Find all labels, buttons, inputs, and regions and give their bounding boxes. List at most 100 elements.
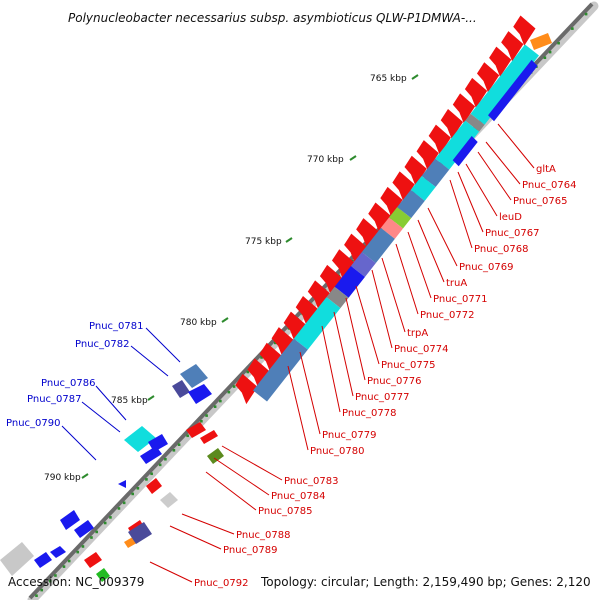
scale-dot [103,521,107,525]
gene-label: Pnuc_0786 [41,378,95,389]
scale-dot [67,559,71,563]
leader-line [287,365,309,451]
scale-dot [76,550,80,554]
gene-arrow [295,296,318,327]
gene-label: Pnuc_0772 [420,310,474,321]
leader-line [485,141,521,185]
gene-arrow [350,252,376,277]
gene-arrow [428,124,451,155]
gene-arrow [421,158,450,187]
gene-label: leuD [499,212,522,223]
leader-line [371,269,393,349]
gene-arrow [452,136,478,167]
scale-label-780: 780 kbp [180,318,217,328]
gene-arrow [489,46,512,77]
scale-dot [95,530,98,534]
accession-text: Accession: NC_009379 [8,575,144,589]
scale-label-790: 790 kbp [44,473,81,483]
gene-arrow [501,31,524,62]
leader-line [333,311,354,397]
gene-arrow [207,448,224,464]
gene-arrow [344,233,367,264]
scale-dot [158,463,162,467]
leader-line [61,425,97,461]
scale-dot [274,341,277,345]
leader-line [457,171,484,233]
scale-dot [548,50,552,54]
leader-line [181,513,235,535]
gene-arrow [530,33,552,50]
leader-line [395,243,419,315]
gene-arrow [124,426,156,452]
leader-line [205,471,257,511]
gene-label: Pnuc_0774 [394,344,448,355]
gene-arrow [356,218,379,249]
gene-arrow [247,358,270,389]
leader-line [355,285,380,365]
scale-dot [81,545,85,548]
gene-arrow [513,15,536,46]
scale-dot [40,588,44,592]
gene-arrow [96,568,110,582]
leader-line [95,385,127,421]
gene-label: Pnuc_0788 [236,530,290,541]
scale-dot [557,41,560,45]
gene-label: Pnuc_0792 [194,578,248,589]
leader-line [321,325,341,413]
leader-line [299,351,321,435]
scale-dot [90,536,93,539]
forward-strand-genes [235,15,536,405]
gene-label: Pnuc_0775 [381,360,435,371]
gene-arrow [465,113,485,132]
scale-labels: 765 kbp 770 kbp 775 kbp 780 kbp 785 kbp … [44,74,407,483]
scale-dot [145,478,148,481]
gene-label: Pnuc_0783 [284,476,338,487]
scale-dot [164,457,167,461]
scale-dot [571,27,574,30]
gene-arrow [0,542,34,576]
scale-dot [150,472,153,476]
gene-arrow [74,520,94,538]
scale-label-770: 770 kbp [307,155,344,165]
leader-line [221,445,283,481]
gene-arrow [307,280,331,311]
gene-label: Pnuc_0764 [522,180,576,191]
gene-arrow [253,338,308,402]
scale-dot [186,434,189,438]
gene-arrow [440,109,463,140]
gene-arrow [392,171,415,202]
scale-dot [200,419,203,423]
gene-label: truA [446,278,467,289]
leader-line [213,457,270,496]
gene-label: Pnuc_0780 [310,446,364,457]
gene-arrow [334,265,365,298]
gene-label: Pnuc_0781 [89,321,143,332]
scale-dot [219,399,222,403]
scale-dot [260,356,263,359]
gene-arrow [397,189,425,219]
gene-arrow [118,480,126,488]
scale-major-ticks [81,74,419,479]
scale-dot [136,487,140,490]
scale-label-765: 765 kbp [370,74,407,84]
scale-dot [131,492,134,496]
gene-label: Pnuc_0769 [459,262,513,273]
gene-arrow [146,478,162,494]
leader-line [497,123,535,169]
gene-arrow [186,422,206,438]
leader-line [381,257,406,333]
gene-arrow [50,546,66,558]
leader-line [145,327,181,363]
gene-arrow [34,552,52,568]
gene-arrow [180,364,208,388]
gene-arrow [319,264,343,296]
leader-line [81,401,121,433]
label-leader-lines [61,123,535,583]
scale-dot [227,390,231,394]
gene-label: Pnuc_0765 [513,196,567,207]
gene-arrow [200,430,218,444]
gene-label: Pnuc_0784 [271,491,325,502]
leader-line [449,179,473,249]
gene-arrow [488,59,538,122]
leader-line [407,231,432,299]
